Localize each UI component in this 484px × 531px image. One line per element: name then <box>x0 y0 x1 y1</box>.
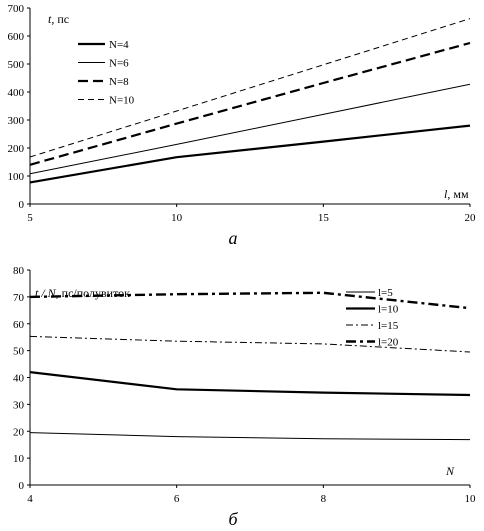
legend-label: N=4 <box>109 39 129 51</box>
y-tick-label: 700 <box>8 3 25 15</box>
y-axis-label: t / N, пс/полувиток <box>35 286 130 300</box>
x-tick-label: 4 <box>27 493 33 505</box>
legend-label: l=5 <box>378 287 393 299</box>
x-axis-label: N <box>445 464 455 478</box>
chart-a: 0 100 200 300 400 500 600 700 5 10 15 20 t, пс l, мм N… <box>8 3 477 248</box>
legend-label: l=10 <box>378 304 399 316</box>
y-tick-label: 10 <box>13 453 25 465</box>
x-axis-label: l, мм <box>444 187 469 201</box>
legend-label: N=10 <box>109 95 135 107</box>
y-tick-label: 100 <box>8 171 25 183</box>
legend-label: N=8 <box>109 76 129 88</box>
y-axis-label-var: t <box>48 12 52 26</box>
x-tick-label: 6 <box>174 493 180 505</box>
legend-label: N=6 <box>109 58 129 70</box>
x-tick-label: 15 <box>318 212 330 224</box>
y-tick-label: 30 <box>13 399 25 411</box>
x-axis-label-unit: , мм <box>447 187 469 201</box>
y-tick-label: 400 <box>8 87 25 99</box>
series-line-3 <box>29 335 471 353</box>
y-axis-label: t, пс <box>48 12 69 26</box>
y-tick-label: 0 <box>19 480 25 492</box>
y-tick-label: 200 <box>8 143 25 155</box>
x-tick-label: 20 <box>465 212 477 224</box>
y-tick-label: 20 <box>13 426 25 438</box>
x-axis-label-var: l <box>444 187 448 201</box>
x-axis-label-var: N <box>445 464 455 478</box>
chart-caption: а <box>229 228 238 248</box>
y-tick-label: 70 <box>13 292 25 304</box>
y-tick-label: 60 <box>13 319 25 331</box>
y-axis-label-unit: , пс <box>51 12 69 26</box>
series-line-4 <box>29 291 471 310</box>
chart-b: 0 10 20 30 40 50 60 70 80 4 6 8 10 t / N, пс/полувито… <box>13 265 476 529</box>
x-tick-label: 10 <box>171 212 183 224</box>
x-tick-label: 10 <box>465 493 477 505</box>
series-line-4 <box>29 18 471 158</box>
y-axis-label-unit: , пс/полувиток <box>56 286 131 300</box>
y-tick-label: 50 <box>13 346 25 358</box>
series-line-2 <box>29 371 471 397</box>
y-tick-label: 80 <box>13 265 25 277</box>
y-tick-label: 40 <box>13 373 25 385</box>
y-tick-label: 500 <box>8 59 25 71</box>
series-line-2 <box>29 83 471 175</box>
y-tick-label: 600 <box>8 31 25 43</box>
series-line-1 <box>29 124 471 184</box>
legend-label: l=15 <box>378 320 399 332</box>
y-tick-label: 300 <box>8 115 25 127</box>
series-line-3 <box>29 41 471 166</box>
y-tick-label: 0 <box>19 199 25 211</box>
series-line-1 <box>29 432 471 441</box>
x-tick-label: 8 <box>321 493 327 505</box>
chart-caption: б <box>228 509 238 529</box>
legend-label: l=20 <box>378 337 399 349</box>
x-tick-label: 5 <box>27 212 33 224</box>
